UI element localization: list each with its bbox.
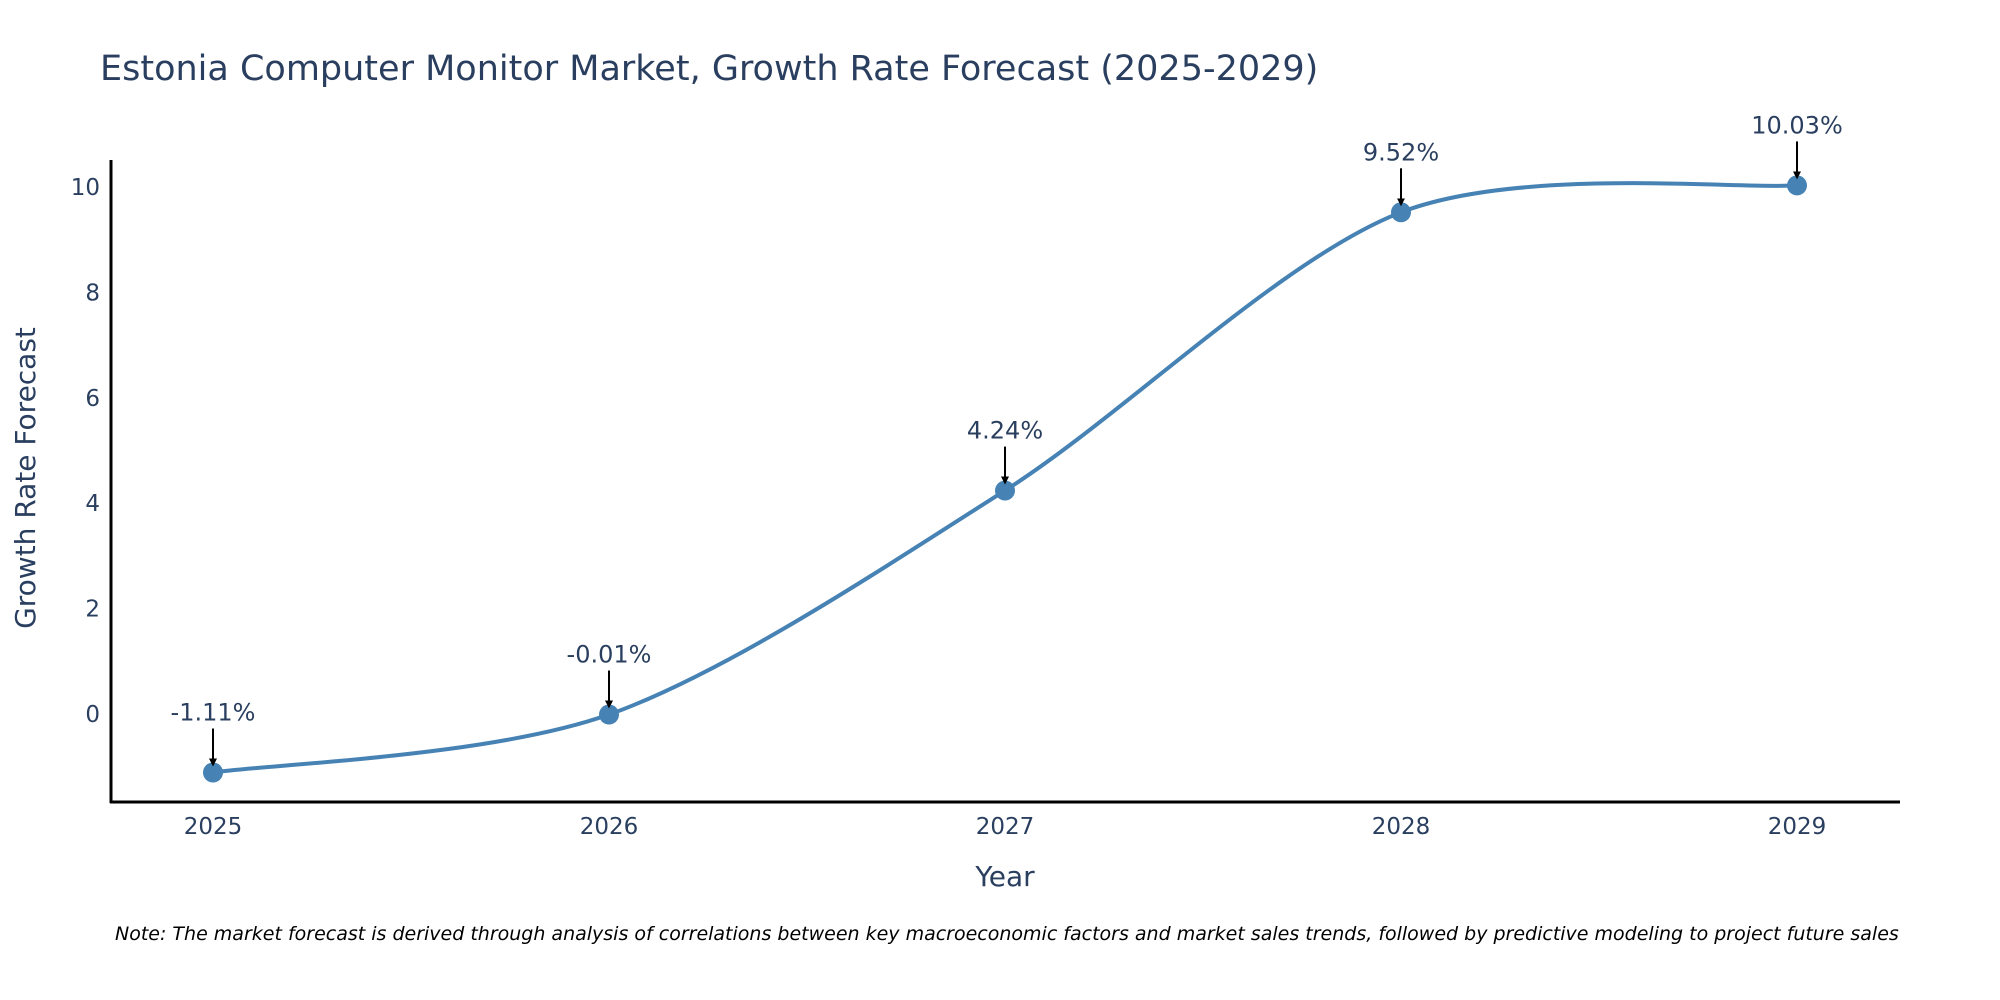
data-point-2025	[203, 762, 223, 783]
y-axis-ticks: 0 2 4 6 8 10	[71, 175, 100, 728]
y-tick-label: 6	[85, 386, 100, 412]
data-point-2027	[995, 480, 1015, 501]
data-label: -0.01%	[567, 641, 652, 669]
x-axis-label: Year	[974, 860, 1035, 893]
data-label: -1.11%	[171, 698, 256, 726]
data-point-2028	[1391, 202, 1411, 223]
data-point-2029	[1787, 175, 1807, 196]
y-tick-label: 10	[71, 175, 100, 201]
x-tick-label: 2028	[1372, 814, 1431, 840]
y-axis-label: Growth Rate Forecast	[9, 327, 42, 629]
x-axis-ticks: 2025 2026 2027 2028 2029	[184, 814, 1827, 840]
footnote: Note: The market forecast is derived thr…	[115, 923, 1899, 945]
x-tick-label: 2026	[580, 814, 639, 840]
x-tick-label: 2025	[184, 814, 243, 840]
data-annotations: -1.11% -0.01% 4.24% 9.52% 10.03%	[171, 111, 1843, 767]
y-tick-label: 2	[85, 597, 100, 623]
chart-title: Estonia Computer Monitor Market, Growth …	[100, 49, 1318, 89]
data-label: 9.52%	[1363, 138, 1439, 166]
x-tick-label: 2027	[976, 814, 1035, 840]
data-markers	[203, 175, 1807, 783]
x-tick-label: 2029	[1768, 814, 1827, 840]
data-label: 10.03%	[1751, 111, 1843, 139]
data-label: 4.24%	[967, 417, 1043, 445]
data-point-2026	[599, 704, 619, 725]
y-tick-label: 4	[85, 491, 100, 517]
y-tick-label: 0	[85, 702, 100, 728]
y-tick-label: 8	[85, 280, 100, 306]
